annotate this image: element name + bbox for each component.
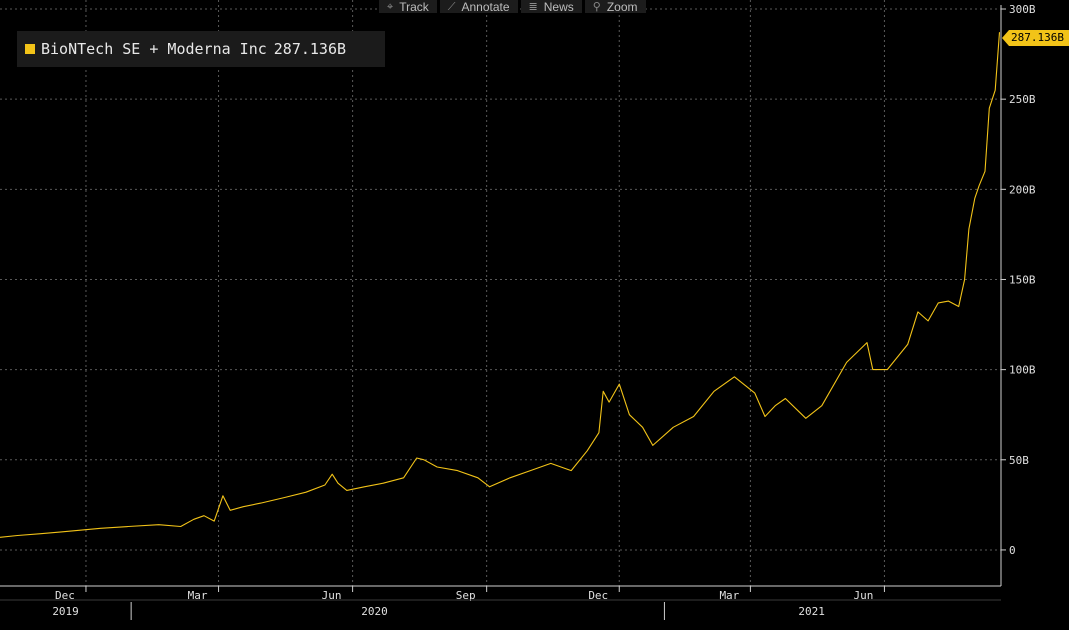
- annotate-button[interactable]: ⟋ Annotate: [439, 0, 518, 13]
- y-tick-label: 300B: [1009, 3, 1036, 16]
- y-tick-label: 200B: [1009, 183, 1036, 196]
- x-tick-label: Dec: [588, 589, 608, 602]
- x-tick-label: Mar: [719, 589, 739, 602]
- news-button[interactable]: ≣ News: [520, 0, 582, 13]
- pencil-icon: ⟋: [447, 1, 456, 13]
- legend-swatch: [25, 44, 35, 54]
- last-value-tag: 287.136B: [1009, 30, 1069, 46]
- zoom-label: Zoom: [606, 0, 638, 13]
- legend-series-name: BioNTech SE + Moderna Inc: [41, 40, 267, 58]
- chart-toolbar: ⌖ Track ⟋ Annotate ≣ News ⚲ Zoom: [379, 0, 646, 13]
- x-tick-label: Mar: [188, 589, 208, 602]
- y-tick-label: 50B: [1009, 454, 1029, 467]
- y-tick-label: 150B: [1009, 273, 1036, 286]
- crosshair-icon: ⌖: [387, 1, 394, 13]
- y-tick-label: 100B: [1009, 364, 1036, 377]
- news-icon: ≣: [528, 1, 538, 13]
- x-tick-label: Sep: [456, 589, 476, 602]
- axes: 0 50B 100B 150B 200B 250B 300B Dec Mar Jun Sep Dec M…: [0, 3, 1036, 620]
- grid-lines: [0, 0, 1001, 586]
- zoom-button[interactable]: ⚲ Zoom: [584, 0, 646, 13]
- legend-last-value: 287.136B: [273, 40, 347, 58]
- news-label: News: [543, 0, 574, 13]
- magnifier-icon: ⚲: [592, 1, 601, 13]
- x-tick-label: Dec: [55, 589, 75, 602]
- year-label: 2019: [52, 605, 79, 618]
- series-layer: [0, 32, 1001, 538]
- y-tick-label: 250B: [1009, 93, 1036, 106]
- year-label: 2020: [361, 605, 388, 618]
- track-button[interactable]: ⌖ Track: [379, 0, 437, 13]
- x-tick-label: Jun: [853, 589, 873, 602]
- track-label: Track: [399, 0, 429, 13]
- chart-legend[interactable]: BioNTech SE + Moderna Inc 287.136B: [17, 31, 385, 67]
- series-line: [0, 32, 1001, 538]
- annotate-label: Annotate: [461, 0, 510, 13]
- x-tick-label: Jun: [322, 589, 342, 602]
- y-tick-label: 0: [1009, 544, 1016, 557]
- year-label: 2021: [798, 605, 825, 618]
- last-value-tag-pointer: [1002, 30, 1009, 46]
